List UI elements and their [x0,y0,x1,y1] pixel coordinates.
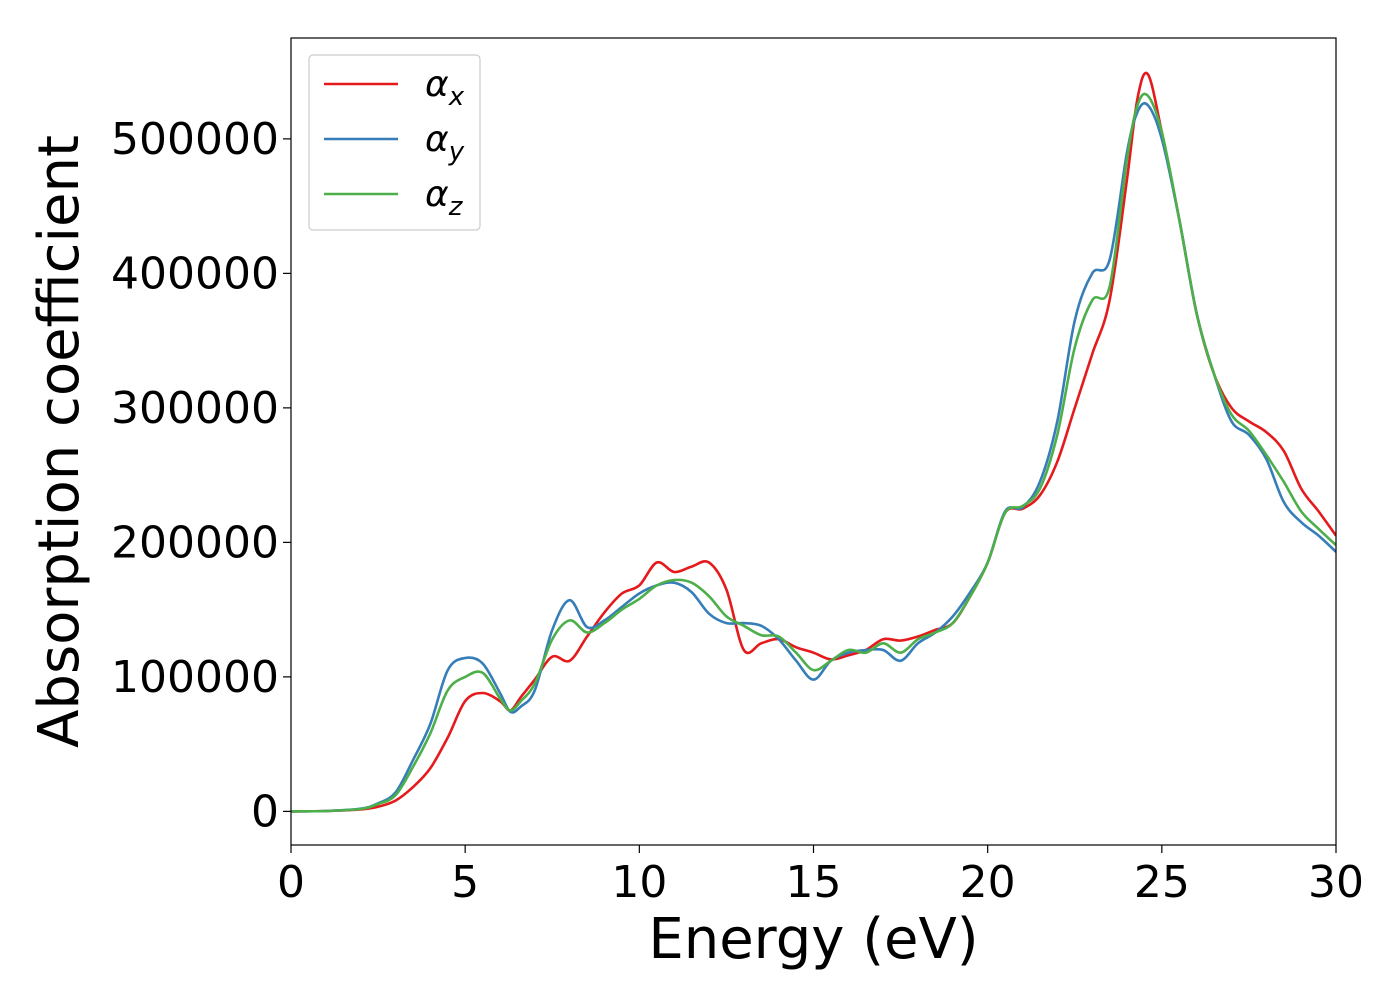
y-tick-label: 500000 [111,114,279,165]
y-tick-label: 400000 [111,248,279,299]
y-tick-label: 0 [251,786,279,837]
x-tick-label: 10 [611,857,667,908]
x-axis-ticks: 0 5 10 15 20 25 30 [277,845,1364,908]
legend-label-z: αz [425,174,464,222]
legend: αx αy αz [308,54,481,231]
legend-label-y: αy [425,119,465,167]
y-tick-label: 100000 [111,652,279,703]
x-tick-label: 0 [277,857,305,908]
series-lines [291,71,1336,813]
y-tick-label: 300000 [111,383,279,434]
x-axis-label: Energy (eV) [648,907,978,972]
x-tick-label: 5 [451,857,479,908]
x-tick-label: 15 [786,857,842,908]
y-axis-ticks: 0 100000 200000 300000 400000 500000 [111,114,291,837]
x-tick-label: 25 [1134,857,1190,908]
x-tick-label: 20 [960,857,1016,908]
series-line-z [291,92,1336,813]
legend-box [308,54,481,231]
x-tick-label: 30 [1308,857,1364,908]
legend-label-x: αx [425,64,465,112]
y-axis-label: Absorption coefficient [27,135,92,748]
y-tick-label: 200000 [111,517,279,568]
